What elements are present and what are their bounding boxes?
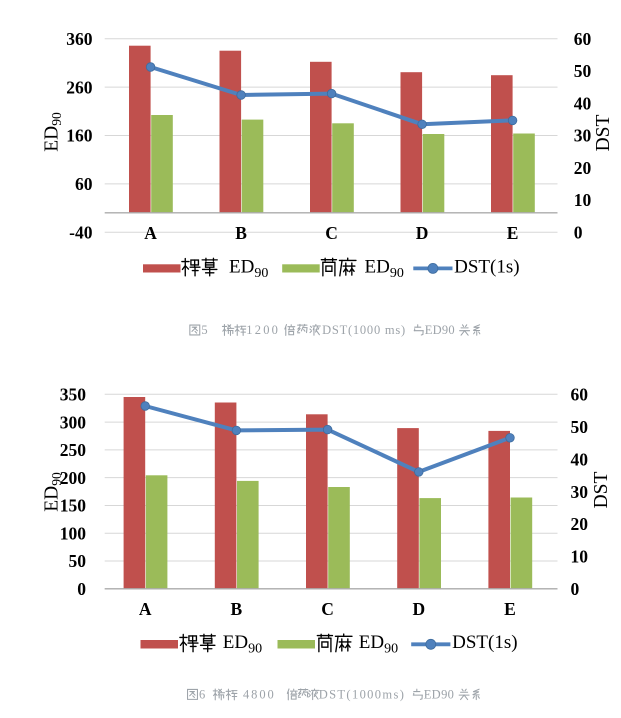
svg-text:160: 160 <box>66 126 93 146</box>
svg-text:200: 200 <box>60 468 87 488</box>
svg-text:50: 50 <box>571 417 589 437</box>
svg-text:ED90: ED90 <box>365 256 404 281</box>
svg-text:150: 150 <box>60 496 87 516</box>
svg-text:30: 30 <box>574 126 592 146</box>
svg-text:30: 30 <box>571 482 589 502</box>
svg-text:B: B <box>231 599 243 619</box>
svg-text:DST: DST <box>593 114 614 151</box>
svg-text:60: 60 <box>75 174 93 194</box>
svg-text:0: 0 <box>77 579 86 599</box>
svg-text:60: 60 <box>574 29 592 49</box>
svg-text:A: A <box>139 599 152 619</box>
svg-text:C: C <box>321 599 334 619</box>
svg-text:6: 6 <box>199 688 205 702</box>
svg-text:D: D <box>416 223 429 243</box>
svg-text:DST(1s): DST(1s) <box>454 256 519 277</box>
svg-text:5: 5 <box>201 323 207 337</box>
svg-text:10: 10 <box>571 547 589 567</box>
svg-text:DST(1000ms): DST(1000ms) <box>319 688 406 702</box>
svg-text:0: 0 <box>571 579 580 599</box>
svg-text:20: 20 <box>574 158 592 178</box>
svg-text:1200: 1200 <box>246 323 280 337</box>
svg-text:ED90: ED90 <box>223 632 262 657</box>
svg-text:260: 260 <box>66 77 93 97</box>
svg-text:C: C <box>325 223 338 243</box>
svg-text:360: 360 <box>66 29 93 49</box>
svg-text:4800: 4800 <box>243 688 276 702</box>
svg-text:A: A <box>144 223 157 243</box>
svg-text:ED90: ED90 <box>425 323 455 337</box>
svg-text:10: 10 <box>574 190 592 210</box>
svg-text:100: 100 <box>60 523 87 543</box>
svg-text:B: B <box>235 223 247 243</box>
svg-text:40: 40 <box>574 94 592 114</box>
svg-text:DST: DST <box>591 471 612 508</box>
svg-text:20: 20 <box>571 514 589 534</box>
svg-text:DST(1000 ms): DST(1000 ms) <box>322 323 406 337</box>
svg-text:50: 50 <box>574 61 592 81</box>
svg-text:40: 40 <box>571 449 589 469</box>
svg-text:350: 350 <box>60 385 87 405</box>
svg-text:E: E <box>507 223 519 243</box>
svg-text:D: D <box>412 599 425 619</box>
svg-text:0: 0 <box>574 222 583 242</box>
svg-text:-40: -40 <box>69 222 93 242</box>
svg-text:250: 250 <box>60 440 87 460</box>
svg-text:60: 60 <box>571 385 589 405</box>
svg-text:50: 50 <box>69 551 87 571</box>
svg-text:ED90: ED90 <box>424 688 455 702</box>
svg-text:300: 300 <box>60 412 87 432</box>
svg-text:E: E <box>504 599 516 619</box>
svg-text:DST(1s): DST(1s) <box>452 632 517 653</box>
